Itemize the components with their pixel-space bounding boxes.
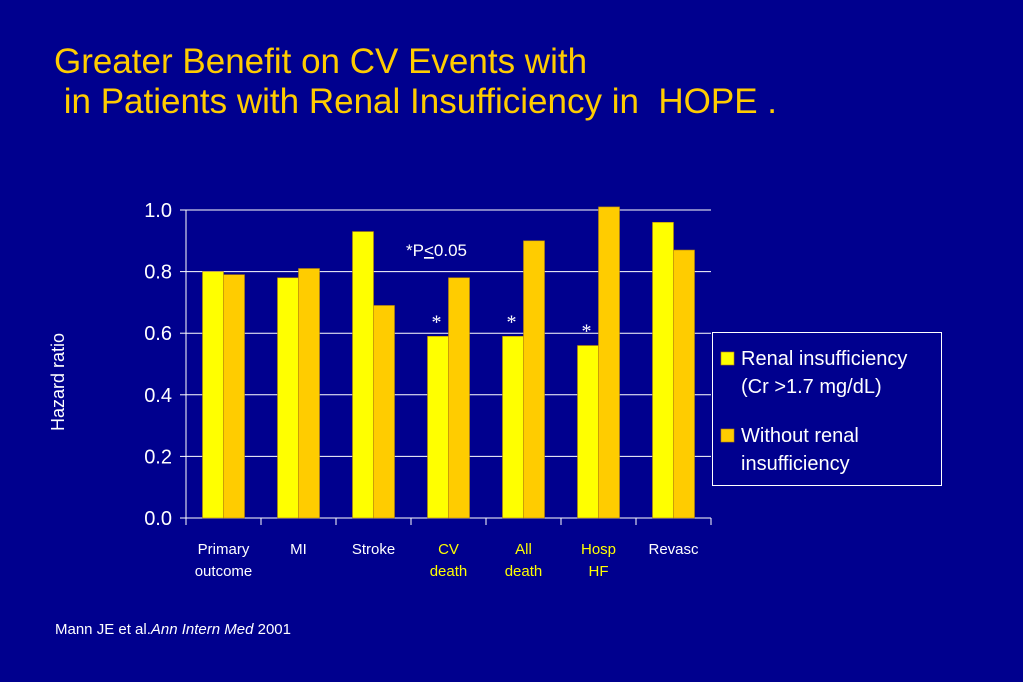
legend-box-inner <box>713 333 941 485</box>
title-line-1: Greater Benefit on CV Events with <box>54 42 588 81</box>
legend-swatch <box>720 351 735 366</box>
bar-renal-insufficiency <box>427 335 449 519</box>
y-axis-title: Hazard ratio <box>48 333 68 431</box>
bars <box>202 206 695 519</box>
x-tick-label: Primary <box>198 541 250 558</box>
y-tick-label: 0.2 <box>144 446 172 468</box>
x-tick-label: HF <box>589 563 609 580</box>
bar-without-renal-insufficiency <box>673 249 695 519</box>
p-value-annotation: *P<0.05 <box>406 241 467 260</box>
significance-markers: * * * <box>432 311 592 342</box>
x-tick-label: Revasc <box>648 541 699 558</box>
x-tick-label: death <box>505 563 543 580</box>
bar-renal-insufficiency <box>577 345 599 519</box>
bar-renal-insufficiency <box>352 231 374 519</box>
x-tick-label: death <box>430 563 468 580</box>
bar-without-renal-insufficiency <box>373 305 395 519</box>
reference-authors: Mann JE et al. <box>55 621 151 638</box>
bar-without-renal-insufficiency <box>598 206 620 519</box>
reference-citation: Mann JE et al.Ann Intern Med 2001 <box>55 621 291 638</box>
x-tick-label: CV <box>438 541 459 558</box>
legend-label: Renal insufficiency <box>741 348 907 370</box>
title-line-2: in Patients with Renal Insufficiency in … <box>54 82 778 121</box>
bar-renal-insufficiency <box>277 277 299 519</box>
legend-label: insufficiency <box>741 453 850 475</box>
bar-without-renal-insufficiency <box>223 274 245 519</box>
y-tick-label: 1.0 <box>144 200 172 222</box>
x-tick-label: Stroke <box>352 541 395 558</box>
x-tick-label: All <box>515 541 532 558</box>
y-tick-label: 0.4 <box>144 385 172 407</box>
reference-journal: Ann Intern Med <box>150 621 254 638</box>
bar-renal-insufficiency <box>652 222 674 519</box>
x-axis: Primary outcome MI Stroke CV death All death Hos… <box>185 517 712 580</box>
y-axis: 0.0 0.2 0.4 0.6 0.8 1.0 <box>144 200 187 530</box>
significance-marker: * <box>507 311 517 333</box>
x-tick-label: Hosp <box>581 541 616 558</box>
x-tick-label: MI <box>290 541 307 558</box>
x-tick-label: outcome <box>195 563 253 580</box>
bar-without-renal-insufficiency <box>523 240 545 519</box>
y-tick-label: 0.8 <box>144 262 172 284</box>
legend-label: Without renal <box>741 425 859 447</box>
slide-title: Greater Benefit on CV Events with in Pat… <box>54 42 777 122</box>
bar-renal-insufficiency <box>202 271 224 519</box>
bar-without-renal-insufficiency <box>448 277 470 519</box>
p-value-threshold: 0.05 <box>434 241 467 260</box>
bar-renal-insufficiency <box>502 335 524 519</box>
y-tick-label: 0.6 <box>144 323 172 345</box>
bar-without-renal-insufficiency <box>298 268 320 519</box>
reference-year: 2001 <box>253 621 291 638</box>
significance-marker: * <box>432 311 442 333</box>
p-value-operator: < <box>424 241 434 260</box>
legend: Renal insufficiency (Cr >1.7 mg/dL) Withou… <box>712 332 942 486</box>
legend-swatch <box>720 428 735 443</box>
significance-marker: * <box>582 321 592 343</box>
p-value-prefix: *P <box>406 241 424 260</box>
legend-label: (Cr >1.7 mg/dL) <box>741 376 882 398</box>
y-tick-label: 0.0 <box>144 508 172 530</box>
